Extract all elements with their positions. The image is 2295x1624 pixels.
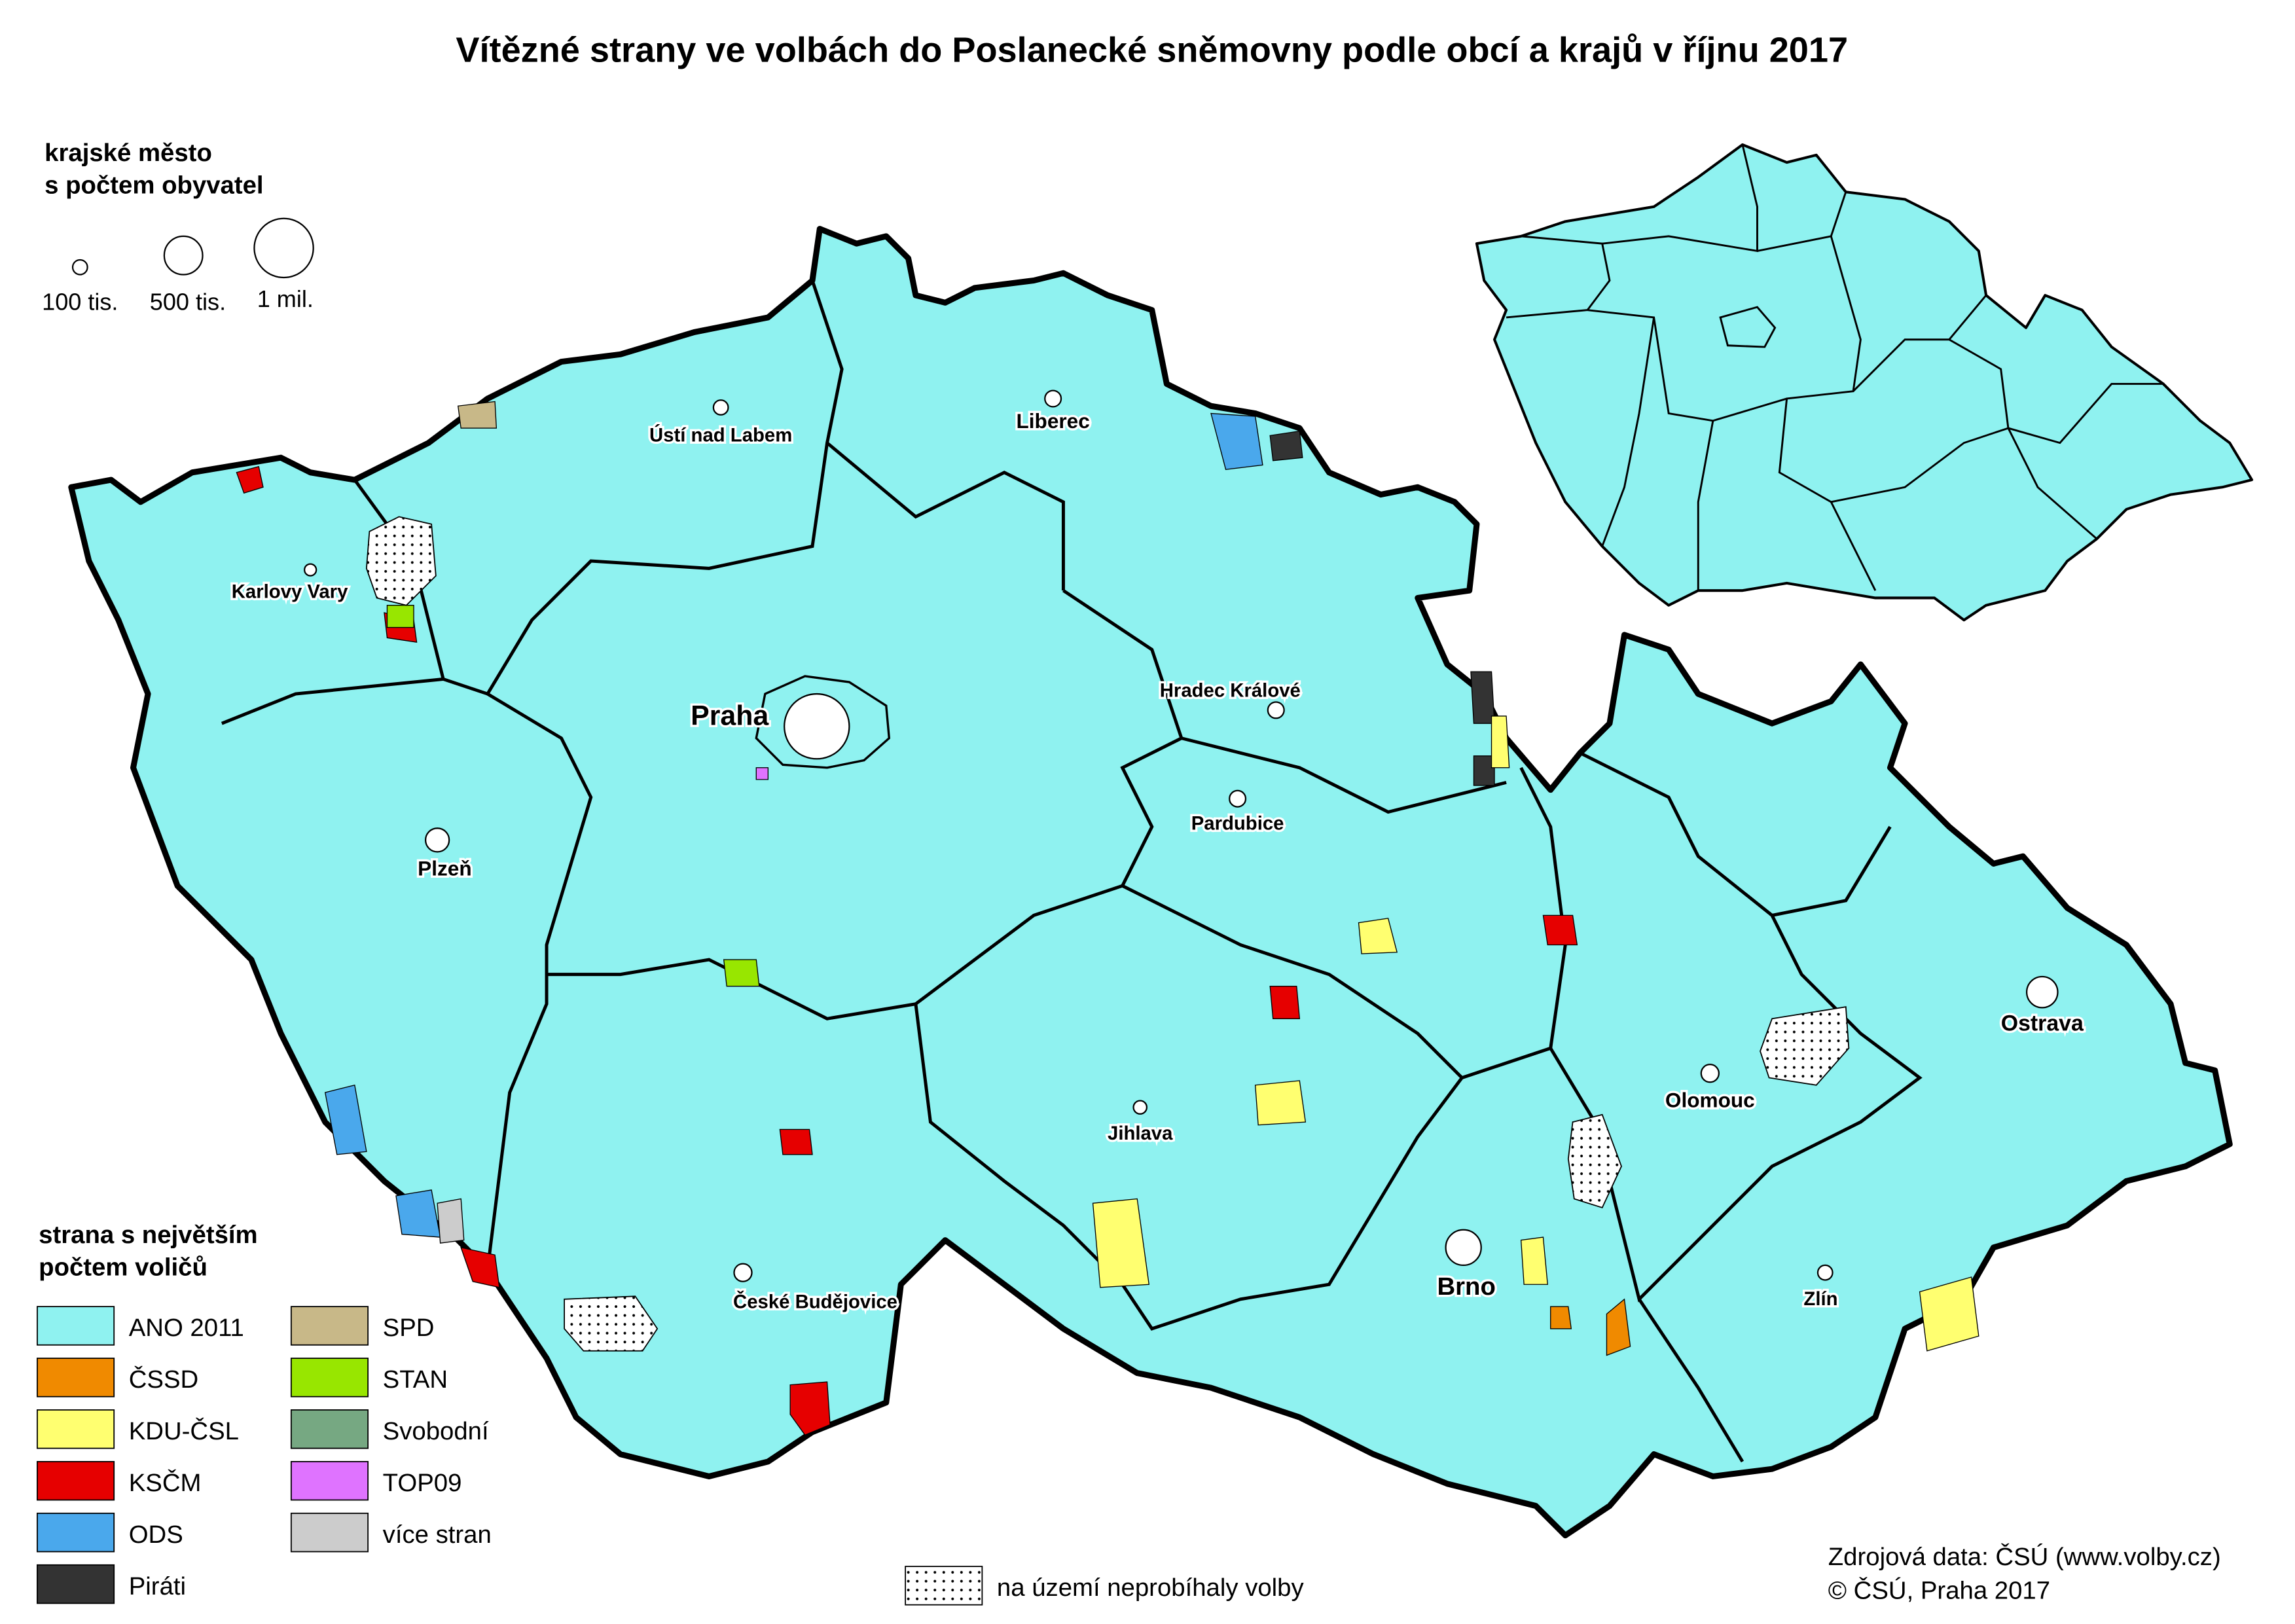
- legend-swatch-4: [36, 1512, 115, 1553]
- city-jihlava: Jihlava: [1106, 1100, 1176, 1147]
- municipality-patches: [236, 401, 1979, 1436]
- svg-text:© ČSÚ, Praha 2017: © ČSÚ, Praha 2017: [1828, 1576, 2050, 1605]
- city-olomouc: Olomouc: [1663, 1064, 1757, 1114]
- legend-label-0: ANO 2011: [129, 1314, 244, 1342]
- size-label-1m: 1 mil.: [257, 285, 314, 312]
- size-symbol-100k: [71, 259, 88, 276]
- svg-text:s počtem obyvatel: s počtem obyvatel: [45, 171, 263, 199]
- svg-text:krajské město: krajské město: [45, 139, 212, 167]
- legend-swatch-10: [290, 1512, 369, 1553]
- svg-text:Hradec Králové: Hradec Králové: [1160, 680, 1301, 702]
- legend-swatch-3: [36, 1460, 115, 1501]
- svg-text:Zlín: Zlín: [1803, 1288, 1837, 1310]
- city-zlin: Zlín: [1801, 1264, 1840, 1312]
- svg-text:strana s největším: strana s největším: [39, 1221, 257, 1249]
- region-inset-map: [1475, 143, 2254, 622]
- svg-text:Plzeň: Plzeň: [418, 856, 471, 880]
- size-symbol-500k: [163, 235, 204, 276]
- city-usti-nad-labem: Ústí nad Labem: [647, 399, 795, 448]
- svg-text:Karlovy Vary: Karlovy Vary: [232, 581, 348, 602]
- legend-swatch-6: [290, 1306, 369, 1346]
- legend-label-5: Piráti: [129, 1572, 186, 1600]
- legend-label-6: SPD: [383, 1314, 435, 1342]
- svg-text:České Budějovice: České Budějovice: [733, 1290, 897, 1312]
- no-election-legend: na území neprobíhaly volby: [905, 1566, 1305, 1606]
- country-shape: [68, 226, 2233, 1539]
- legend-swatch-8: [290, 1409, 369, 1449]
- inset-country-shape: [1475, 143, 2254, 622]
- legend-swatch-1: [36, 1358, 115, 1398]
- no-election-area-libava: [1760, 1006, 1850, 1086]
- svg-text:Zdrojová data: ČSÚ (www.volby.: Zdrojová data: ČSÚ (www.volby.cz): [1828, 1542, 2221, 1571]
- svg-text:Ostrava: Ostrava: [2001, 1011, 2084, 1036]
- map-title: Vítězné strany ve volbách do Poslanecké …: [456, 31, 1848, 70]
- legend-label-8: Svobodní: [383, 1417, 489, 1445]
- size-label-100k: 100 tis.: [42, 289, 118, 316]
- legend-swatch-7: [290, 1358, 369, 1398]
- svg-text:Brno: Brno: [1437, 1272, 1495, 1301]
- svg-text:počtem voličů: počtem voličů: [39, 1254, 208, 1282]
- size-label-500k: 500 tis.: [150, 289, 226, 316]
- svg-text:Olomouc: Olomouc: [1665, 1089, 1755, 1112]
- city-liberec: Liberec: [1014, 389, 1092, 435]
- legend-swatch-0: [36, 1306, 115, 1346]
- no-election-area-boletice: [564, 1295, 659, 1352]
- city-hradec-kralove: Hradec Králové: [1157, 677, 1303, 719]
- svg-text:Ústí nad Labem: Ústí nad Labem: [649, 424, 792, 446]
- no-election-areas: [365, 516, 1850, 1352]
- legend-label-7: STAN: [383, 1365, 448, 1394]
- legend-label-1: ČSSD: [129, 1365, 199, 1394]
- source-note: Zdrojová data: ČSÚ (www.volby.cz) © ČSÚ,…: [1828, 1542, 2221, 1605]
- legend-label-3: KSČM: [129, 1468, 202, 1497]
- no-election-area-brezina: [1567, 1113, 1622, 1209]
- svg-text:Liberec: Liberec: [1017, 409, 1090, 433]
- city-pardubice: Pardubice: [1189, 789, 1286, 837]
- region-borders: [221, 280, 1923, 1463]
- city-ceske-budejovice: České Budějovice: [731, 1263, 899, 1315]
- regional-cities: Praha Ústí nad Labem Liberec Karlovy Var…: [229, 389, 2086, 1315]
- legend-label-4: ODS: [129, 1521, 183, 1549]
- legend-label-10: více stran: [383, 1521, 492, 1549]
- size-symbol-1m: [253, 217, 314, 279]
- city-karlovy-vary: Karlovy Vary: [229, 563, 350, 605]
- no-election-area-hradiste: [365, 516, 437, 606]
- city-ostrava: Ostrava: [1998, 975, 2086, 1038]
- city-brno: Brno: [1435, 1229, 1498, 1303]
- country-map: [68, 226, 2233, 1539]
- svg-text:Praha: Praha: [691, 700, 769, 731]
- svg-text:Jihlava: Jihlava: [1108, 1123, 1173, 1144]
- no-election-swatch: [905, 1566, 983, 1606]
- city-praha: Praha: [689, 693, 850, 760]
- legend-swatch-9: [290, 1460, 369, 1501]
- legend-label-9: TOP09: [383, 1469, 462, 1497]
- legend-swatch-5: [36, 1564, 115, 1604]
- party-legend: strana s největším počtem voličů ANO 201…: [36, 1221, 492, 1604]
- city-plzen: Plzeň: [416, 827, 474, 882]
- legend-swatch-2: [36, 1409, 115, 1449]
- city-size-legend: krajské město s počtem obyvatel 100 tis.…: [42, 139, 314, 316]
- legend-label-2: KDU-ČSL: [129, 1416, 239, 1445]
- svg-text:Pardubice: Pardubice: [1191, 813, 1284, 835]
- svg-text:na území neprobíhaly volby: na území neprobíhaly volby: [997, 1574, 1305, 1602]
